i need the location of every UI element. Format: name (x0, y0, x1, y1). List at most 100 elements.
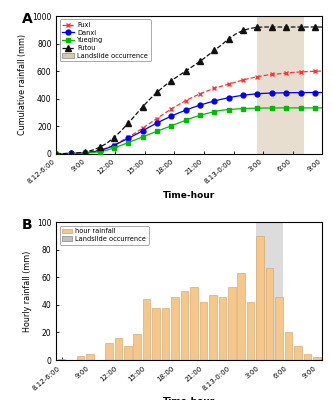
Yueqing (205, 111, 209, 116)
Fuxi (284, 71, 288, 76)
Danxi (133, 132, 137, 137)
Danxi (219, 97, 223, 102)
Yueqing (54, 151, 58, 156)
Line: Danxi: Danxi (54, 90, 324, 156)
Bar (152, 308, 160, 360)
Futou (234, 32, 238, 36)
Futou (54, 151, 58, 156)
Futou (291, 25, 295, 30)
Fuxi (98, 148, 102, 152)
Yueqing (83, 151, 87, 156)
Fuxi (177, 102, 181, 107)
Futou (98, 145, 102, 150)
Futou (320, 25, 324, 30)
Y-axis label: Cumulative rainfall (mm): Cumulative rainfall (mm) (18, 34, 27, 135)
Yueqing (126, 140, 130, 145)
Danxi (298, 90, 302, 95)
Fuxi (76, 151, 80, 156)
Futou (112, 135, 116, 140)
Yueqing (227, 107, 231, 112)
Danxi (105, 146, 109, 151)
Fuxi (263, 73, 267, 78)
Bar (256, 236, 264, 360)
Legend: Fuxi, Danxi, Yueqing, Futou, Landslide occurrence: Fuxi, Danxi, Yueqing, Futou, Landslide o… (60, 19, 151, 61)
Fuxi (306, 69, 310, 74)
Fuxi (112, 143, 116, 148)
Yueqing (133, 138, 137, 142)
Bar (209, 295, 217, 360)
Fuxi (155, 116, 159, 121)
Danxi (69, 151, 73, 156)
Bar (181, 291, 188, 360)
Danxi (277, 90, 281, 95)
Bar (275, 297, 283, 360)
Futou (219, 42, 223, 47)
Yueqing (313, 106, 317, 110)
Bar (228, 287, 236, 360)
Futou (255, 25, 259, 30)
Futou (169, 78, 173, 83)
Futou (277, 25, 281, 30)
Futou (270, 25, 274, 30)
Line: Futou: Futou (53, 24, 325, 157)
Yueqing (263, 106, 267, 110)
Fuxi (162, 111, 166, 116)
Yueqing (76, 151, 80, 156)
Fuxi (241, 78, 245, 82)
Yueqing (69, 151, 73, 156)
Fuxi (184, 98, 188, 103)
Yueqing (112, 146, 116, 150)
Bar (171, 297, 179, 360)
Danxi (255, 91, 259, 96)
Fuxi (126, 135, 130, 140)
Yueqing (169, 124, 173, 128)
Danxi (98, 148, 102, 153)
Bar (285, 332, 292, 360)
Futou (191, 64, 195, 69)
Fuxi (255, 74, 259, 79)
Futou (69, 151, 73, 156)
Danxi (313, 90, 317, 95)
Bar (313, 357, 321, 360)
Danxi (148, 124, 152, 129)
Futou (212, 48, 216, 53)
Fuxi (219, 84, 223, 88)
Danxi (306, 90, 310, 95)
Bar (200, 302, 207, 360)
Futou (184, 69, 188, 74)
Bar (115, 338, 122, 360)
Fuxi (270, 72, 274, 77)
Futou (62, 151, 66, 156)
Danxi (62, 151, 66, 156)
Bar (124, 346, 131, 360)
Yueqing (162, 126, 166, 131)
Bar (294, 346, 302, 360)
Yueqing (140, 134, 144, 139)
Danxi (284, 90, 288, 95)
Line: Yueqing: Yueqing (54, 106, 324, 156)
Danxi (205, 100, 209, 105)
Yueqing (277, 106, 281, 110)
Yueqing (148, 132, 152, 136)
Fuxi (298, 70, 302, 74)
Bar (190, 287, 198, 360)
Text: A: A (22, 12, 33, 26)
Bar (247, 302, 254, 360)
Danxi (227, 95, 231, 100)
Fuxi (148, 121, 152, 126)
Futou (76, 150, 80, 155)
Fuxi (119, 139, 123, 144)
X-axis label: Time-hour: Time-hour (163, 190, 215, 200)
Danxi (155, 121, 159, 126)
Danxi (90, 150, 94, 154)
Legend: hour rainfall, Landslide occurrence: hour rainfall, Landslide occurrence (60, 226, 149, 245)
Line: Fuxi: Fuxi (54, 69, 324, 156)
Fuxi (277, 71, 281, 76)
Yueqing (270, 106, 274, 110)
Danxi (54, 151, 58, 156)
Fuxi (54, 151, 58, 156)
Fuxi (191, 95, 195, 100)
Futou (248, 26, 252, 31)
Yueqing (284, 106, 288, 110)
Fuxi (90, 149, 94, 154)
